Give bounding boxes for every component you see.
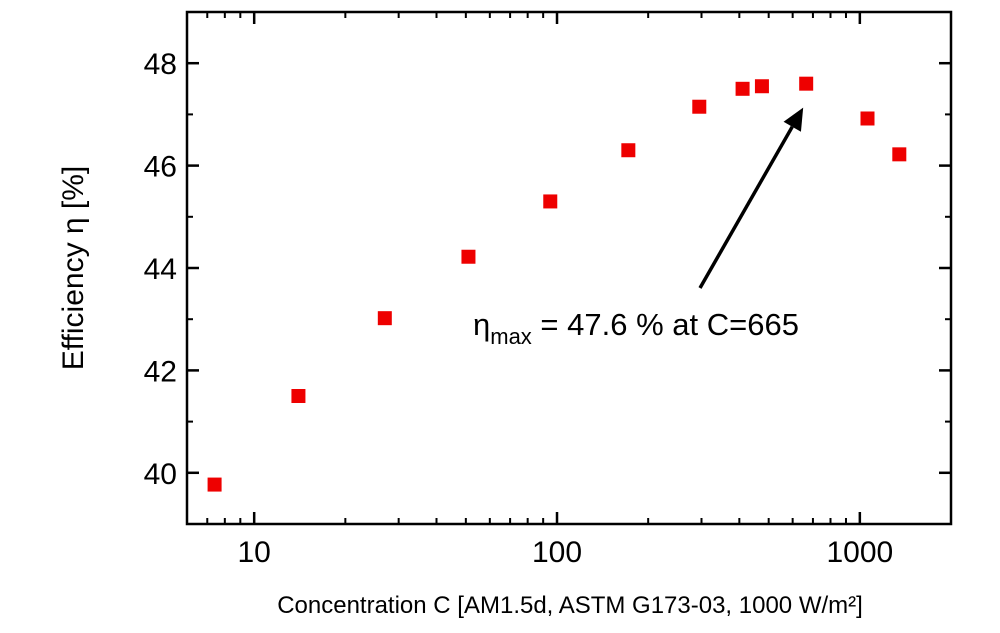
y-axis-label: Efficiency η [%] (57, 166, 90, 371)
annotation-symbol: η (473, 307, 490, 342)
y-tick-label: 46 (144, 151, 177, 184)
x-tick-label: 100 (532, 536, 582, 569)
x-tick-label: 1000 (826, 536, 893, 569)
data-point (543, 194, 558, 209)
annotation-arrow (698, 107, 804, 289)
y-tick-label: 44 (144, 253, 177, 286)
arrow-head (783, 107, 804, 132)
points-layer (207, 76, 907, 492)
ticks-layer: 40 42 44 46 48 10 100 1000 (144, 11, 952, 569)
data-point (621, 143, 636, 158)
data-point (291, 389, 306, 403)
data-point (735, 81, 750, 96)
annotation-text: = 47.6 % at C=665 (532, 307, 799, 342)
data-point (892, 147, 907, 162)
data-point (754, 79, 769, 94)
plot-frame (185, 10, 953, 526)
x-tick-label: 10 (237, 536, 270, 569)
data-point (799, 76, 814, 91)
annotation-subscript: max (490, 324, 532, 349)
arrow-shaft (698, 125, 794, 289)
y-tick-label: 40 (144, 458, 177, 491)
annotation-label: ηmax = 47.6 % at C=665 (473, 307, 799, 349)
data-point (207, 477, 222, 492)
data-point (860, 111, 875, 126)
y-tick-label: 48 (144, 48, 177, 81)
x-axis-label: Concentration C [AM1.5d, ASTM G173-03, 1… (277, 592, 863, 619)
data-point (461, 249, 476, 264)
data-point (377, 311, 392, 326)
y-tick-label: 42 (144, 355, 177, 388)
data-point (692, 99, 707, 114)
